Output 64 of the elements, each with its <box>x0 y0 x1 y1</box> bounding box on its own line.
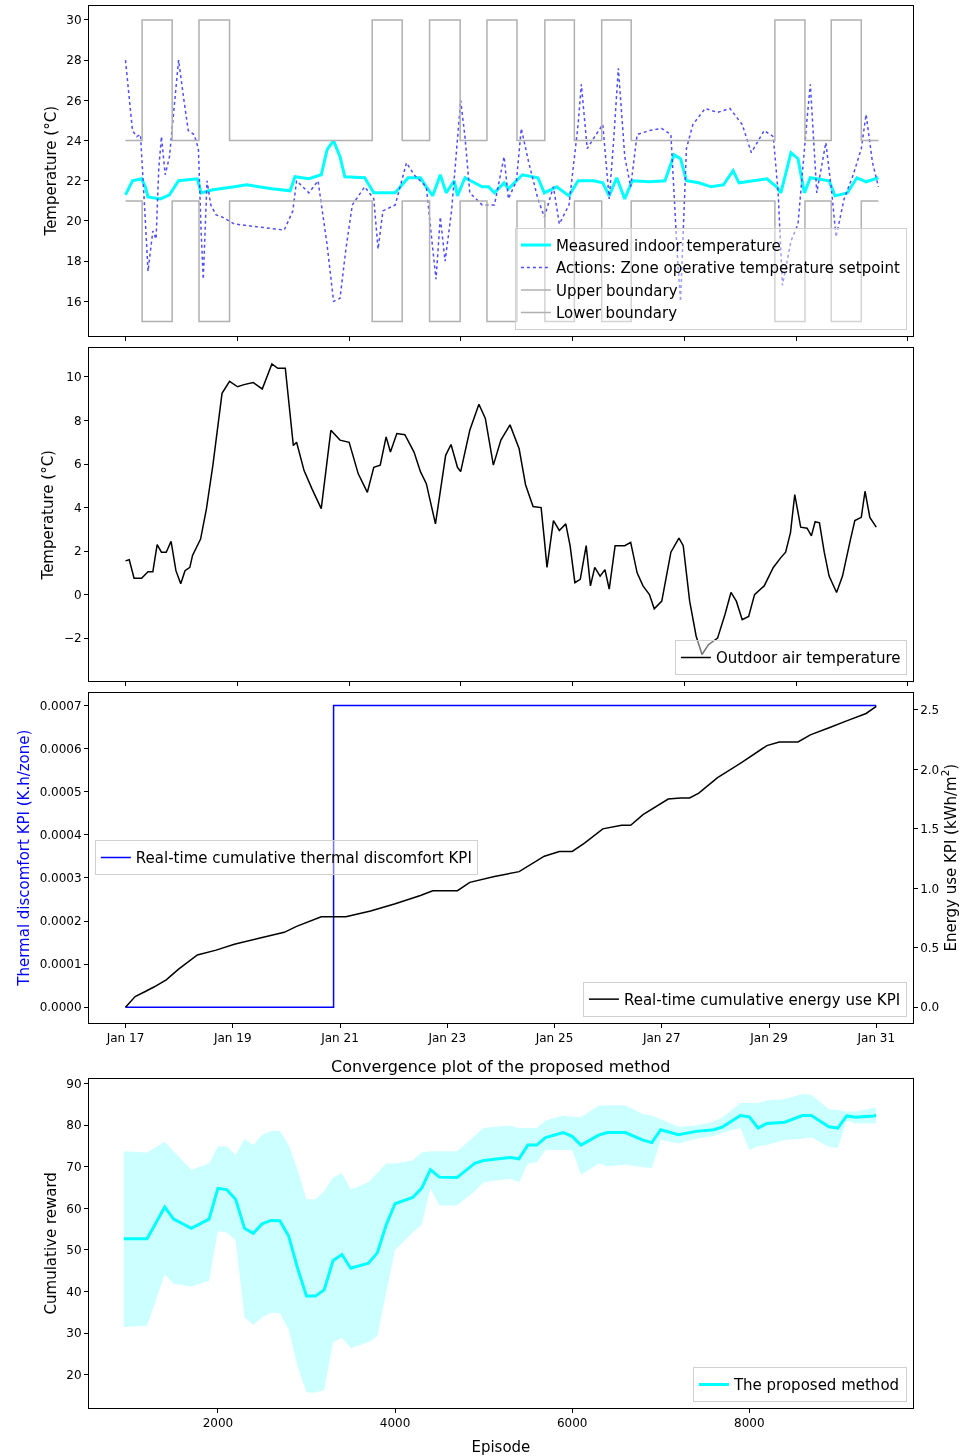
y-tick-label: 16 <box>66 294 82 309</box>
legend-label: Real-time cumulative thermal discomfort KPI <box>135 849 472 868</box>
x-tick-label: 6000 <box>556 1416 588 1431</box>
y-tick-label: −2 <box>63 631 82 646</box>
y-tick-label: 60 <box>66 1201 82 1216</box>
y-tick-label: 20 <box>66 214 82 229</box>
y-tick-label: 50 <box>66 1243 82 1258</box>
line-series <box>122 1114 878 1298</box>
legend-label: Measured indoor temperature <box>555 236 781 255</box>
y2-tick-label: 1.0 <box>920 881 940 896</box>
y-tick-label: 2 <box>74 544 82 559</box>
x-tick-label: 2000 <box>202 1416 234 1431</box>
x-tick-label: Jan 19 <box>212 1031 252 1046</box>
y-tick-label: 0.0002 <box>39 914 82 929</box>
y2-tick-label: 0.0 <box>920 1000 940 1015</box>
y-tick-label: 80 <box>66 1118 82 1133</box>
y-tick-label: 22 <box>66 173 82 188</box>
y-tick-label: 0.0000 <box>39 1000 82 1015</box>
y-tick-label: 10 <box>66 370 82 385</box>
y-tick-label: 26 <box>66 93 82 108</box>
y-tick-label: 28 <box>66 53 82 68</box>
y-tick-label: 40 <box>66 1284 82 1299</box>
legend-label: Actions: Zone operative temperature setpoint <box>555 259 901 278</box>
x-tick-label: Jan 23 <box>427 1031 467 1046</box>
y-tick-label: 0.0007 <box>39 698 82 713</box>
y-axis-title: Temperature (°C) <box>41 106 60 237</box>
y-tick-label: 30 <box>66 13 82 28</box>
y-tick-label: 8 <box>74 413 82 428</box>
legend-label: Outdoor air temperature <box>715 649 901 668</box>
legend-label: Upper boundary <box>555 281 678 300</box>
y-tick-label: 0.0006 <box>39 741 82 756</box>
x-tick-label: Jan 27 <box>641 1031 681 1046</box>
legend-label: The proposed method <box>732 1376 900 1395</box>
x-tick-label: Jan 21 <box>320 1031 359 1046</box>
x-tick-label: Jan 31 <box>856 1031 896 1046</box>
y-tick-label: 20 <box>66 1367 82 1382</box>
y2-tick-label: 2.0 <box>920 762 940 777</box>
x-tick-label: Jan 29 <box>749 1031 788 1046</box>
y-axis-title: Thermal discomfort KPI (K.h/zone) <box>14 729 33 987</box>
y-tick-label: 90 <box>66 1076 82 1091</box>
y-tick-label: 0 <box>74 587 82 602</box>
x-axis-title: Episode <box>471 1438 531 1456</box>
y-tick-label: 0.0005 <box>39 784 82 799</box>
legend-label: Real-time cumulative energy use KPI <box>623 990 901 1009</box>
y-axis-title: Temperature (°C) <box>39 450 58 581</box>
y2-tick-label: 1.5 <box>920 822 940 837</box>
y-axis-title: Cumulative reward <box>41 1172 60 1315</box>
y-tick-label: 24 <box>66 133 82 148</box>
y-tick-label: 0.0004 <box>39 828 82 843</box>
y-tick-label: 0.0003 <box>39 871 82 886</box>
x-tick-label: Jan 17 <box>105 1031 145 1046</box>
x-tick-label: 8000 <box>733 1416 765 1431</box>
y-tick-label: 6 <box>74 457 82 472</box>
y-tick-label: 0.0001 <box>39 957 82 972</box>
chart-title: Convergence plot of the proposed method <box>331 1057 671 1076</box>
x-tick-label: Jan 25 <box>534 1031 574 1046</box>
y-tick-label: 18 <box>66 254 82 269</box>
y2-tick-label: 0.5 <box>920 940 940 955</box>
legend-label: Lower boundary <box>555 304 678 323</box>
y2-tick-label: 2.5 <box>920 703 940 718</box>
x-tick-label: 4000 <box>379 1416 411 1431</box>
y-tick-label: 30 <box>66 1326 82 1341</box>
y-tick-label: 70 <box>66 1159 82 1174</box>
y-tick-label: 4 <box>74 500 82 515</box>
